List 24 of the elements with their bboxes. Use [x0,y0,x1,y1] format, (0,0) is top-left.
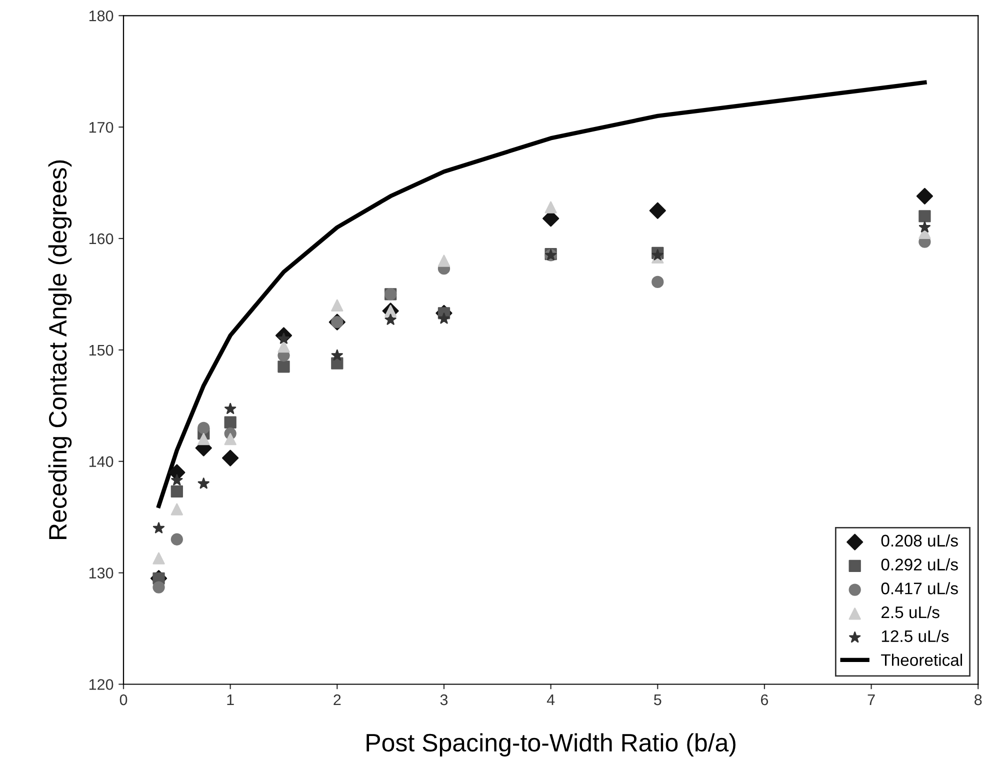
y-tick-label: 180 [89,10,114,22]
x-tick-label: 6 [760,694,768,706]
x-tick-label: 0 [120,694,128,706]
x-tick-label: 2 [334,694,341,706]
legend-label: 0.417 uL/s [881,582,958,594]
x-axis-title: Post Spacing-to-Width Ratio (b/a) [366,733,736,757]
y-tick-label: 120 [89,679,114,690]
x-tick-label: 4 [546,694,555,706]
x-tick-label: 7 [868,694,875,706]
legend-label: 12.5 uL/s [882,630,949,642]
x-tick-label: 8 [974,694,982,706]
legend-label: 0.208 uL/s [881,534,958,547]
y-tick-label: 160 [89,233,114,244]
y-tick-label: 170 [89,122,114,133]
y-axis-title: Receding Contact Angle (degrees) [48,160,72,539]
y-tick-label: 130 [89,568,114,578]
legend-label: Theoretical [881,654,962,666]
x-tick-label: 1 [227,694,234,706]
y-tick-label: 150 [89,344,114,356]
x-tick-label: 3 [440,694,448,706]
legend-label: 2.5 uL/s [882,606,940,618]
x-tick-label: 5 [654,694,662,706]
legend-label: 0.292 uL/s [881,558,958,570]
y-tick-label: 140 [89,456,114,468]
